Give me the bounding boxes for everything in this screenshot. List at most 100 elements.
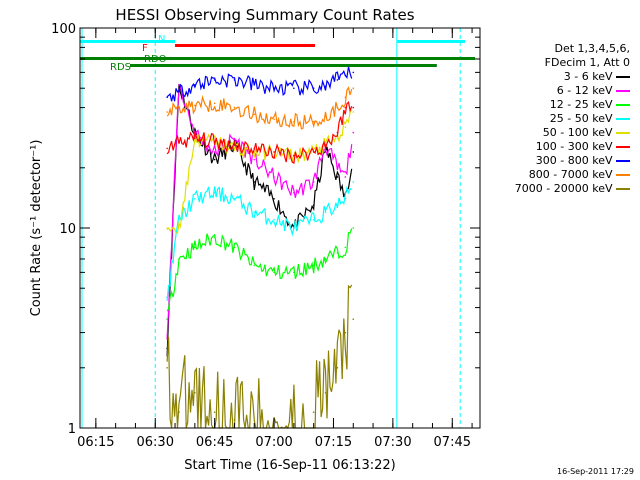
- x-tick-label: 07:00: [255, 435, 292, 450]
- data-point: [233, 137, 236, 140]
- data-point: [194, 104, 196, 107]
- data-point: [336, 131, 339, 134]
- data-point: [194, 83, 196, 86]
- legend-label: 12 - 25 keV: [549, 98, 616, 111]
- night-bar: [80, 40, 176, 43]
- data-point: [273, 218, 275, 221]
- data-point: [253, 181, 256, 183]
- data-point: [293, 120, 295, 123]
- data-point: [178, 218, 180, 221]
- legend-entry: 800 - 7000 keV: [529, 168, 630, 181]
- data-point: [233, 147, 236, 150]
- data-point: [166, 366, 168, 369]
- annotation-label: F: [142, 43, 148, 54]
- data-point: [213, 236, 216, 238]
- data-point: [312, 87, 315, 90]
- data-point: [213, 140, 216, 143]
- legend-label: 300 - 800 keV: [535, 154, 616, 167]
- data-point: [293, 87, 295, 90]
- data-point: [312, 181, 315, 183]
- data-point: [166, 337, 168, 340]
- x-tick-label: 06:45: [196, 435, 233, 450]
- data-point: [166, 318, 168, 320]
- data-point: [344, 197, 347, 200]
- rds-bar: [130, 64, 437, 67]
- series-line: [166, 86, 353, 130]
- series-25-50-keV: [166, 181, 355, 301]
- legend-swatch: [616, 160, 630, 162]
- data-point: [273, 176, 275, 178]
- data-point: [213, 151, 216, 153]
- legend-label: 25 - 50 keV: [549, 112, 616, 125]
- x-tick-label: 07:45: [434, 435, 471, 450]
- data-point: [344, 246, 347, 249]
- series-layer: [166, 66, 355, 430]
- data-point: [166, 111, 168, 113]
- data-point: [344, 331, 347, 334]
- series-line: [166, 228, 353, 312]
- data-point: [344, 96, 347, 99]
- data-point: [166, 227, 168, 229]
- data-point: [352, 106, 355, 109]
- data-point: [344, 176, 347, 178]
- rdo-bar: [80, 57, 475, 60]
- data-point: [324, 115, 327, 118]
- data-point: [324, 144, 327, 146]
- data-point: [178, 90, 180, 93]
- data-point: [352, 181, 355, 183]
- data-point: [194, 137, 196, 140]
- data-point: [178, 258, 180, 260]
- data-point: [233, 246, 236, 249]
- data-point: [312, 204, 315, 207]
- data-point: [273, 118, 275, 120]
- data-point: [178, 140, 180, 143]
- legend-header: Det 1,3,4,5,6,: [554, 42, 630, 55]
- data-point: [344, 126, 347, 128]
- data-point: [273, 271, 275, 274]
- legend-label: 6 - 12 keV: [556, 84, 616, 97]
- legend-swatch: [616, 76, 630, 78]
- night-bar: [396, 40, 465, 43]
- data-point: [253, 83, 256, 86]
- data-point: [324, 211, 327, 213]
- data-point: [233, 79, 236, 81]
- legend-swatch: [616, 188, 630, 190]
- data-point: [233, 106, 236, 109]
- data-point: [166, 96, 168, 99]
- data-point: [194, 197, 196, 200]
- data-point: [336, 204, 339, 207]
- timestamp: 16-Sep-2011 17:29: [557, 467, 634, 476]
- data-point: [293, 227, 295, 229]
- data-point: [336, 166, 339, 169]
- series-line: [166, 85, 353, 357]
- data-point: [312, 120, 315, 123]
- y-tick-label: 100: [51, 22, 76, 37]
- legend-entry: 6 - 12 keV: [557, 84, 630, 97]
- series-line: [166, 284, 353, 430]
- data-point: [213, 79, 216, 81]
- data-point: [253, 147, 256, 150]
- data-point: [336, 106, 339, 109]
- series-line: [166, 185, 352, 301]
- data-point: [336, 176, 339, 178]
- data-point: [312, 218, 315, 221]
- data-point: [312, 151, 315, 153]
- data-point: [352, 71, 355, 74]
- legend-entry: 3 - 6 keV: [564, 70, 630, 83]
- data-point: [336, 252, 339, 254]
- data-point: [324, 85, 327, 88]
- flare-bar: [175, 44, 316, 47]
- legend-header: FDecim 1, Att 0: [544, 56, 630, 69]
- legend-label: 3 - 6 keV: [563, 70, 616, 83]
- x-tick-label: 07:15: [315, 435, 352, 450]
- data-point: [293, 154, 295, 157]
- legend-entry: 7000 - 20000 keV: [515, 182, 630, 195]
- series-line: [166, 66, 353, 102]
- data-point: [213, 158, 216, 161]
- data-point: [336, 137, 339, 140]
- data-point: [273, 151, 275, 153]
- y-tick-label: 1: [68, 422, 76, 437]
- legend-label: 50 - 100 keV: [542, 126, 616, 139]
- chart-title: HESSI Observing Summary Count Rates: [115, 6, 414, 24]
